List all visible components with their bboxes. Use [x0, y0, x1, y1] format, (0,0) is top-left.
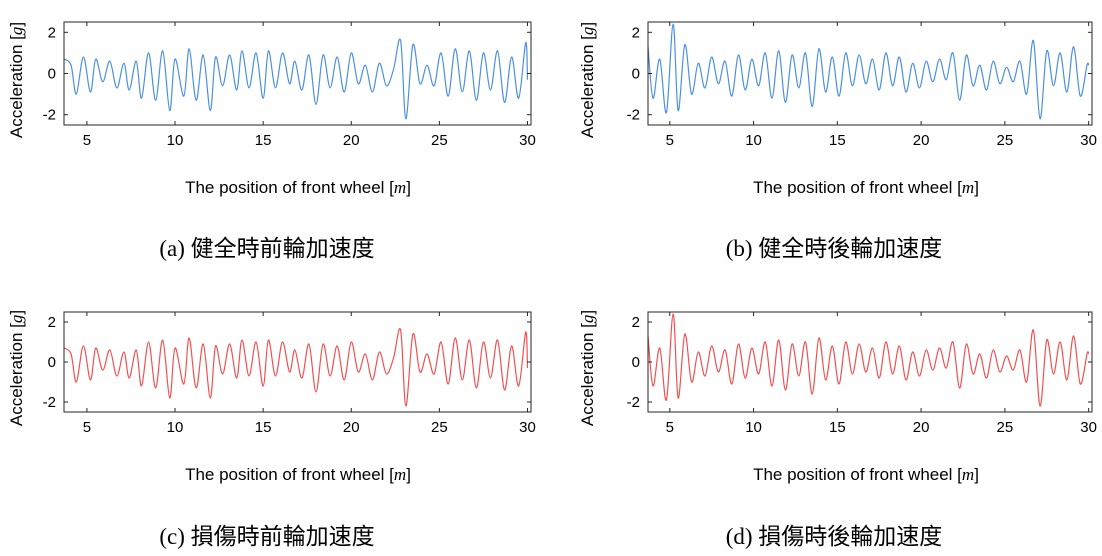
y-tick-label: 0 — [632, 354, 640, 371]
x-tick-label: 10 — [745, 419, 762, 436]
series-line — [648, 23, 1090, 120]
panel-caption: (a) 健全時前輪加速度 — [159, 236, 374, 261]
x-axis-label: The position of front wheel [m] — [753, 465, 979, 484]
y-tick-label: 2 — [48, 24, 56, 41]
series-line — [64, 38, 529, 120]
y-axis-label: Acceleration [g] — [7, 310, 26, 426]
y-tick-label: 0 — [632, 66, 640, 83]
x-tick-label: 10 — [167, 132, 184, 149]
y-tick-label: 2 — [632, 24, 640, 41]
x-tick-label: 30 — [519, 132, 536, 149]
panel-caption: (d) 損傷時後輪加速度 — [726, 524, 943, 549]
x-tick-label: 15 — [829, 132, 846, 149]
x-tick-label: 30 — [1080, 419, 1097, 436]
panel-c: Acceleration [g] The position of front w… — [7, 310, 536, 549]
panel-caption: (c) 損傷時前輪加速度 — [159, 524, 374, 549]
panel-caption: (b) 健全時後輪加速度 — [726, 236, 943, 261]
x-tick-label: 5 — [666, 419, 674, 436]
y-axis-label: Acceleration [g] — [578, 22, 597, 138]
y-tick-label: -2 — [627, 107, 640, 124]
x-tick-label: 15 — [829, 419, 846, 436]
panel-d: Acceleration [g] The position of front w… — [578, 310, 1097, 549]
x-tick-label: 25 — [997, 419, 1014, 436]
svg-text:Acceleration [g]: Acceleration [g] — [7, 22, 26, 138]
svg-text:The position of front wheel [m: The position of front wheel [m] — [753, 178, 979, 197]
x-tick-label: 30 — [1080, 132, 1097, 149]
x-tick-label: 15 — [255, 419, 272, 436]
x-tick-label: 10 — [745, 132, 762, 149]
svg-text:Acceleration [g]: Acceleration [g] — [7, 310, 26, 426]
x-axis-label: The position of front wheel [m] — [185, 465, 411, 484]
series-line — [64, 328, 529, 407]
series-line — [648, 313, 1090, 407]
x-tick-label: 25 — [431, 132, 448, 149]
y-tick-label: 0 — [48, 66, 56, 83]
plot-frame — [647, 311, 1093, 413]
y-tick-label: 2 — [632, 314, 640, 331]
svg-text:The position of front wheel [m: The position of front wheel [m] — [185, 465, 411, 484]
x-tick-label: 15 — [255, 132, 272, 149]
y-tick-label: -2 — [627, 394, 640, 411]
x-tick-label: 5 — [83, 132, 91, 149]
x-axis-label: The position of front wheel [m] — [185, 178, 411, 197]
y-tick-label: 2 — [48, 314, 56, 331]
x-tick-label: 10 — [167, 419, 184, 436]
svg-text:Acceleration [g]: Acceleration [g] — [578, 22, 597, 138]
x-tick-label: 20 — [913, 419, 930, 436]
x-tick-label: 25 — [431, 419, 448, 436]
panel-b: Acceleration [g] The position of front w… — [578, 21, 1097, 261]
panel-a: Acceleration [g] The position of front w… — [7, 21, 536, 261]
plot-frame — [647, 21, 1093, 126]
x-tick-label: 5 — [666, 132, 674, 149]
y-axis-label: Acceleration [g] — [578, 310, 597, 426]
x-tick-label: 20 — [913, 132, 930, 149]
x-tick-label: 20 — [343, 132, 360, 149]
svg-text:Acceleration [g]: Acceleration [g] — [578, 310, 597, 426]
x-tick-label: 25 — [997, 132, 1014, 149]
x-tick-label: 20 — [343, 419, 360, 436]
x-tick-label: 30 — [519, 419, 536, 436]
y-axis-label: Acceleration [g] — [7, 22, 26, 138]
svg-text:The position of front wheel [m: The position of front wheel [m] — [185, 178, 411, 197]
y-tick-label: 0 — [48, 354, 56, 371]
svg-text:The position of front wheel [m: The position of front wheel [m] — [753, 465, 979, 484]
y-tick-label: -2 — [43, 107, 56, 124]
x-tick-label: 5 — [83, 419, 91, 436]
x-axis-label: The position of front wheel [m] — [753, 178, 979, 197]
y-tick-label: -2 — [43, 394, 56, 411]
